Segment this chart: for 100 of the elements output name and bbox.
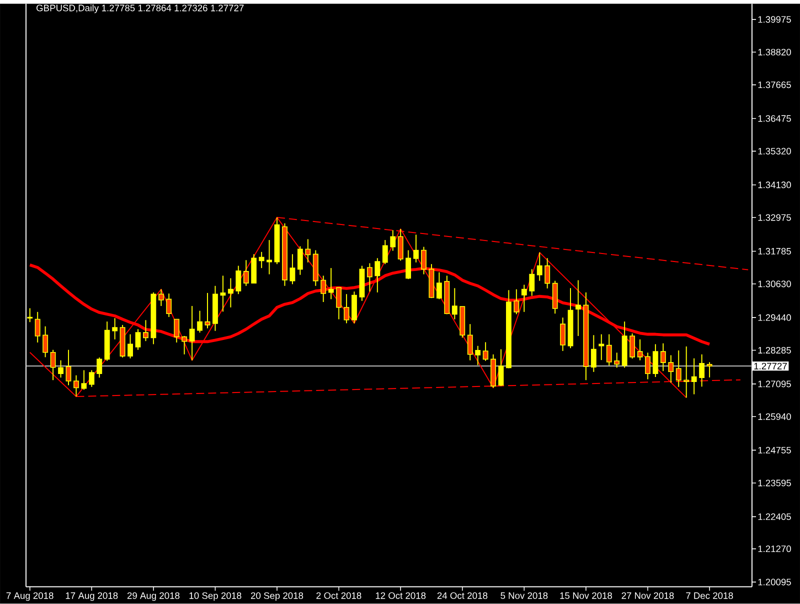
candlestick (606, 334, 612, 366)
y-tick-label: 1.37665 (758, 82, 791, 88)
candlestick (406, 250, 412, 280)
candlestick (66, 349, 72, 386)
candlestick (228, 278, 234, 308)
candlestick (112, 318, 118, 340)
y-tick-label: 1.34130 (758, 182, 791, 188)
candlestick (576, 280, 581, 337)
x-tick-label: 5 Nov 2018 (500, 592, 548, 600)
candlestick (297, 246, 303, 276)
y-tick-label: 1.22405 (758, 514, 791, 520)
candlestick (42, 326, 48, 358)
candlestick (413, 234, 419, 264)
x-tick-label: 27 Nov 2018 (622, 592, 674, 600)
candlestick (96, 357, 102, 378)
candlestick (544, 258, 550, 290)
candlestick (320, 275, 326, 303)
candlestick (691, 358, 697, 395)
candlestick (166, 293, 172, 318)
candlestick (529, 268, 535, 296)
x-tick-label: 2 Oct 2018 (316, 592, 362, 600)
candlestick (189, 306, 195, 361)
candlestick (34, 312, 40, 344)
candlestick (421, 246, 426, 275)
candlestick (436, 272, 442, 300)
y-tick-label: 1.29440 (758, 314, 791, 322)
candlestick (236, 265, 242, 295)
candlestick (637, 339, 643, 361)
y-tick-label: 1.30630 (758, 280, 791, 288)
candlestick (521, 284, 527, 313)
candlestick (482, 342, 488, 362)
candlestick (158, 288, 164, 307)
y-tick-label: 1.20095 (758, 578, 791, 586)
candlestick (73, 374, 79, 398)
candlestick (258, 252, 264, 269)
y-tick-label: 1.32975 (758, 214, 791, 221)
candlestick (452, 288, 458, 320)
candlestick (699, 354, 705, 388)
x-tick-label: 20 Sep 2018 (251, 592, 304, 601)
x-tick-label: 7 Aug 2018 (6, 592, 54, 601)
candlestick (27, 308, 33, 323)
candlestick (614, 352, 620, 368)
candlestick (374, 258, 380, 294)
x-tick-label: 12 Oct 2018 (376, 592, 426, 600)
candlestick (630, 333, 636, 360)
y-tick-label: 1.39975 (758, 16, 791, 23)
candlestick (328, 268, 334, 300)
candlestick (58, 360, 64, 378)
y-tick-label: 1.27095 (758, 380, 791, 388)
candlestick (652, 344, 658, 378)
candlestick (81, 370, 87, 390)
y-tick-label: 1.25940 (758, 413, 791, 420)
candlestick (50, 349, 56, 381)
x-tick-label: 24 Oct 2018 (437, 592, 488, 600)
y-tick-label: 1.35320 (758, 148, 791, 155)
candlestick (645, 352, 650, 380)
y-tick-label: 1.21270 (758, 546, 791, 552)
candlestick (668, 354, 674, 384)
candlestick (706, 362, 712, 378)
chart-title: GBPUSD,Daily 1.27785 1.27864 1.27326 1.27727 (36, 4, 244, 14)
x-tick-label: 10 Sep 2018 (189, 592, 242, 601)
y-tick-label: 1.36475 (758, 115, 791, 122)
candlestick (336, 287, 342, 320)
candlestick (266, 240, 272, 275)
candlestick (684, 346, 690, 398)
candlestick (128, 334, 133, 359)
candlestick (467, 324, 473, 361)
candlestick (135, 328, 141, 350)
candlestick (182, 336, 188, 356)
x-tick-label: 15 Nov 2018 (560, 592, 612, 600)
candlestick (514, 288, 520, 315)
x-tick-label: 17 Aug 2018 (66, 592, 118, 601)
candlestick (174, 318, 180, 344)
x-tick-label: 7 Dec 2018 (686, 592, 733, 600)
candlestick (560, 317, 566, 352)
candlestick (290, 254, 296, 285)
candlestick (220, 275, 226, 312)
candlestick (398, 228, 404, 262)
x-tick-label: 29 Aug 2018 (127, 592, 180, 601)
candlestick (676, 350, 682, 388)
candlestick (88, 370, 94, 388)
y-tick-label: 1.23595 (758, 480, 791, 486)
candlestick (204, 292, 210, 329)
candlestick (305, 238, 311, 264)
y-tick-label: 1.28285 (758, 347, 791, 354)
y-tick-label: 1.31785 (758, 248, 791, 255)
candlestick (197, 310, 202, 334)
candlestick (598, 334, 604, 361)
candlestick (382, 240, 388, 265)
candlestick (243, 260, 249, 287)
candlestick (498, 348, 504, 387)
candlestick (590, 334, 596, 373)
candlestick (366, 262, 372, 292)
candlestick (344, 294, 350, 324)
y-tick-label: 1.24755 (758, 447, 791, 454)
ref-line-label: 1.27727 (754, 362, 787, 370)
candlestick (660, 342, 666, 372)
candlestick (390, 230, 396, 252)
candlestick (475, 346, 481, 366)
candlestick (536, 252, 542, 282)
